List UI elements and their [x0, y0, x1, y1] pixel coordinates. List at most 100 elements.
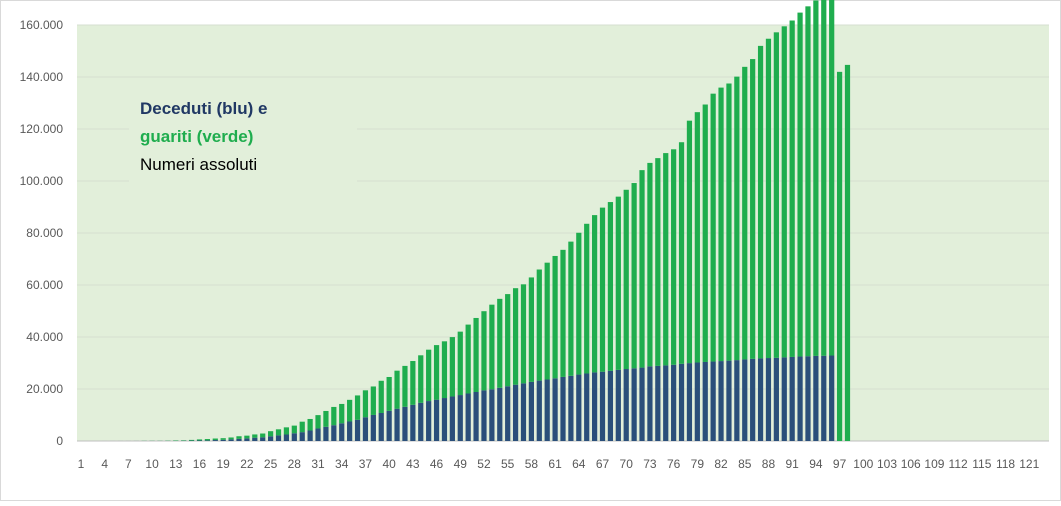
x-tick-label: 4 — [101, 457, 108, 471]
x-tick-label: 49 — [454, 457, 468, 471]
bar-guariti — [355, 395, 360, 419]
y-tick-label: 100.000 — [20, 174, 64, 188]
bar-deceduti — [703, 362, 708, 441]
bar-guariti — [545, 263, 550, 380]
bar-deceduti — [497, 388, 502, 441]
x-tick-label: 64 — [572, 457, 586, 471]
bar-guariti — [505, 294, 510, 386]
bar-deceduti — [608, 371, 613, 441]
bar-deceduti — [292, 433, 297, 441]
x-tick-label: 121 — [1019, 457, 1039, 471]
bar-guariti — [363, 390, 368, 417]
bar-guariti — [489, 305, 494, 390]
bar-deceduti — [371, 415, 376, 441]
x-tick-label: 25 — [264, 457, 278, 471]
bar-deceduti — [576, 375, 581, 441]
bar-deceduti — [663, 365, 668, 441]
x-tick-label: 97 — [833, 457, 847, 471]
bar-deceduti — [308, 431, 313, 441]
bar-guariti — [442, 341, 447, 398]
bar-guariti — [497, 299, 502, 388]
bar-guariti — [228, 437, 233, 439]
bar-deceduti — [252, 438, 257, 441]
x-tick-label: 112 — [949, 457, 968, 471]
bar-guariti — [371, 386, 376, 414]
bar-guariti — [758, 46, 763, 359]
bar-guariti — [718, 88, 723, 361]
bar-guariti — [537, 270, 542, 381]
bar-guariti — [331, 407, 336, 425]
bar-deceduti — [829, 356, 834, 441]
x-tick-label: 61 — [548, 457, 562, 471]
bar-deceduti — [734, 360, 739, 441]
bar-guariti — [797, 13, 802, 357]
bar-guariti — [560, 250, 565, 377]
bar-deceduti — [268, 436, 273, 441]
bar-deceduti — [632, 368, 637, 441]
x-tick-label: 67 — [596, 457, 610, 471]
bar-deceduti — [489, 389, 494, 441]
bar-deceduti — [402, 407, 407, 441]
bar-deceduti — [639, 368, 644, 441]
bar-guariti — [387, 377, 392, 411]
x-tick-label: 40 — [382, 457, 396, 471]
bar-guariti — [829, 0, 834, 356]
bar-guariti — [308, 419, 313, 431]
bar-deceduti — [797, 357, 802, 441]
bar-deceduti — [584, 373, 589, 441]
bar-guariti — [458, 332, 463, 395]
bar-deceduti — [774, 358, 779, 441]
x-tick-label: 10 — [145, 457, 159, 471]
bar-deceduti — [750, 359, 755, 441]
x-tick-label: 58 — [525, 457, 539, 471]
bar-deceduti — [742, 359, 747, 441]
bar-guariti — [663, 153, 668, 365]
bar-guariti — [766, 39, 771, 358]
bar-guariti — [529, 277, 534, 381]
annotation-line-deceduti: Deceduti (blu) e — [140, 99, 268, 118]
bar-deceduti — [813, 356, 818, 441]
bar-guariti — [466, 325, 471, 394]
annotation-line-guariti: guariti (verde) — [140, 127, 253, 146]
x-tick-label: 88 — [762, 457, 776, 471]
bar-deceduti — [600, 372, 605, 441]
bar-guariti — [687, 121, 692, 363]
x-tick-label: 19 — [217, 457, 231, 471]
bar-deceduti — [418, 403, 423, 441]
bar-guariti — [711, 94, 716, 362]
bar-deceduti — [647, 366, 652, 441]
x-tick-label: 94 — [809, 457, 823, 471]
bar-deceduti — [205, 440, 210, 441]
bar-guariti — [734, 77, 739, 361]
bar-deceduti — [466, 393, 471, 441]
bar-deceduti — [679, 364, 684, 441]
bar-deceduti — [387, 411, 392, 441]
bar-guariti — [236, 436, 241, 439]
bar-guariti — [347, 400, 352, 422]
bar-deceduti — [758, 358, 763, 441]
bar-guariti — [679, 142, 684, 364]
bar-guariti — [473, 318, 478, 392]
bar-guariti — [260, 434, 265, 438]
bar-deceduti — [260, 437, 265, 441]
x-tick-label: 46 — [430, 457, 444, 471]
bar-deceduti — [616, 370, 621, 441]
bar-deceduti — [244, 438, 249, 441]
bar-guariti — [252, 434, 257, 437]
bar-guariti — [600, 208, 605, 372]
bar-deceduti — [505, 386, 510, 441]
bar-guariti — [339, 404, 344, 423]
x-tick-label: 109 — [924, 457, 944, 471]
x-tick-label: 28 — [288, 457, 302, 471]
bar-deceduti — [315, 428, 320, 441]
bar-deceduti — [300, 432, 305, 441]
bar-guariti — [402, 366, 407, 407]
bar-deceduti — [521, 383, 526, 441]
x-tick-label: 103 — [877, 457, 897, 471]
x-tick-label: 70 — [620, 457, 634, 471]
bar-guariti — [608, 202, 613, 371]
bar-deceduti — [221, 440, 226, 441]
bar-guariti — [268, 431, 273, 436]
bar-deceduti — [655, 366, 660, 441]
bar-deceduti — [545, 379, 550, 441]
